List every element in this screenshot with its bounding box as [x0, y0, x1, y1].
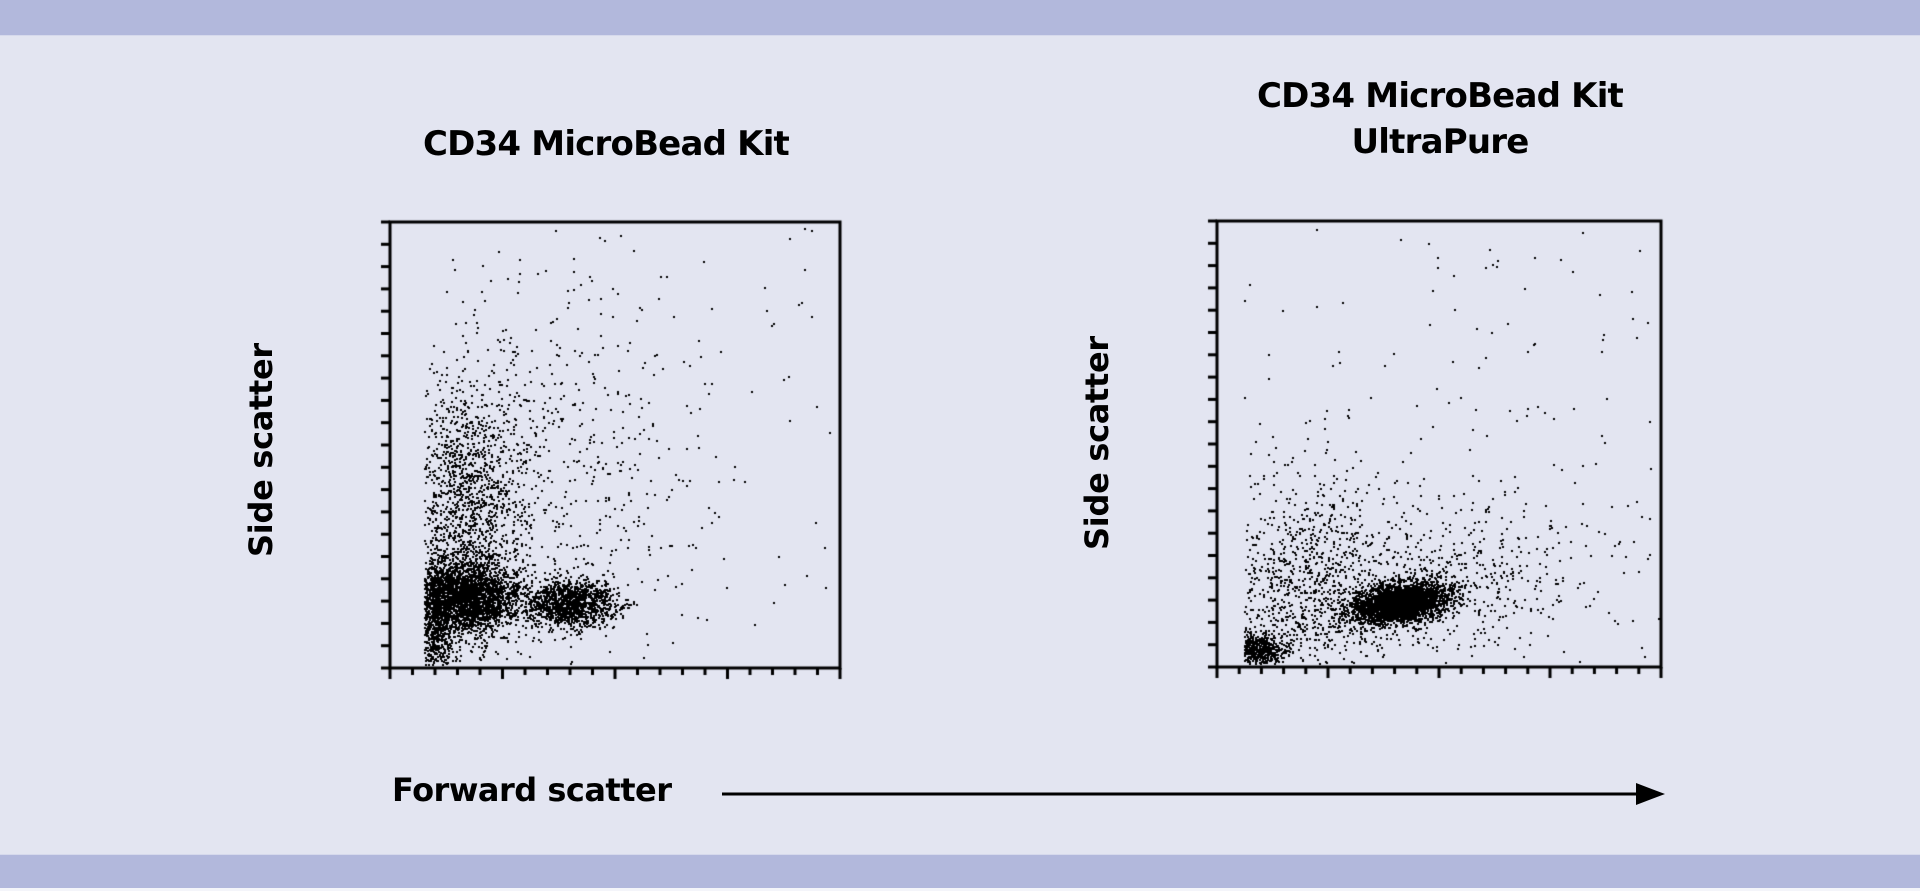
left-scatter-plot	[380, 218, 850, 680]
right-panel-title: CD34 MicroBead Kit UltraPure	[1230, 73, 1650, 165]
top-banner	[0, 0, 1920, 36]
bottom-edge	[0, 888, 1920, 891]
right-y-axis-label: Side scatter	[1078, 336, 1116, 550]
right-arrow-icon	[722, 783, 1665, 805]
left-y-axis-label: Side scatter	[242, 343, 280, 557]
right-scatter-canvas	[1207, 217, 1671, 679]
bottom-banner	[0, 854, 1920, 889]
x-axis-label: Forward scatter	[392, 771, 672, 809]
left-scatter-canvas	[380, 218, 850, 680]
right-panel-title-line1: CD34 MicroBead Kit	[1256, 76, 1624, 116]
right-scatter-plot	[1207, 217, 1671, 679]
left-panel-title: CD34 MicroBead Kit	[422, 124, 790, 164]
right-panel-title-line2: UltraPure	[1351, 122, 1530, 162]
